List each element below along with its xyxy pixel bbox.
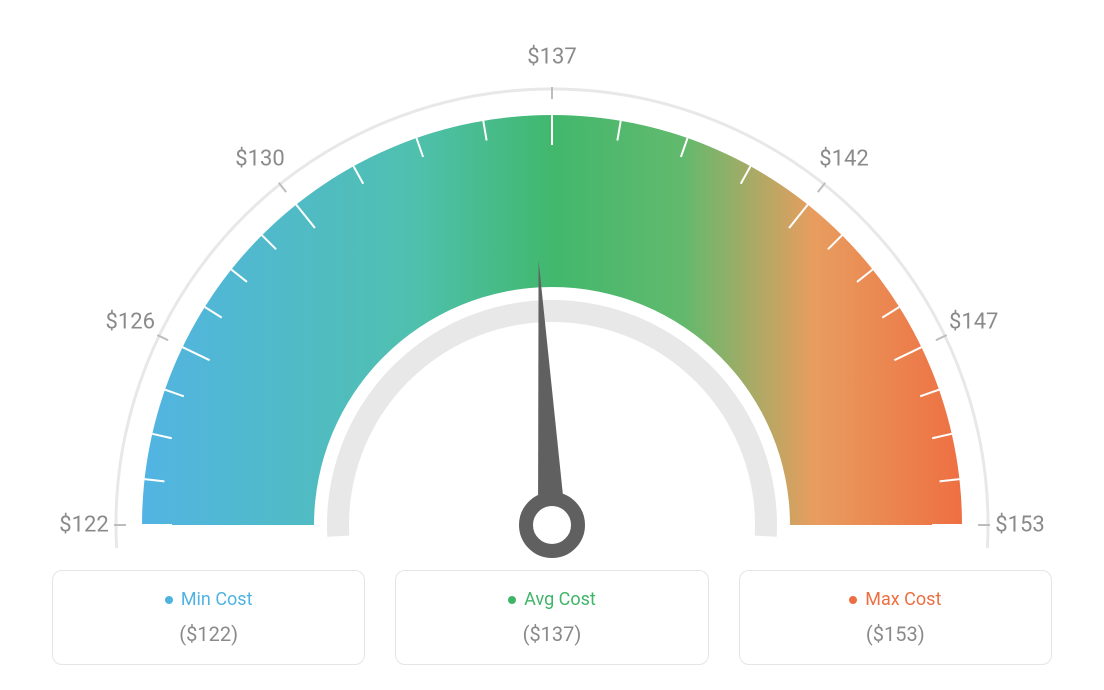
legend-dot-avg <box>508 596 516 604</box>
legend-card-max: Max Cost ($153) <box>739 570 1052 665</box>
legend-dot-max <box>849 596 857 604</box>
legend-title-avg: Avg Cost <box>508 589 596 610</box>
legend-card-avg: Avg Cost ($137) <box>395 570 708 665</box>
legend-row: Min Cost ($122) Avg Cost ($137) Max Cost… <box>52 570 1052 665</box>
gauge-tick-label: $122 <box>59 513 108 538</box>
cost-gauge: $122 $126 $130 $137 $142 $147 $153 <box>52 20 1052 560</box>
legend-label-max: Max Cost <box>865 589 941 610</box>
legend-title-max: Max Cost <box>849 589 941 610</box>
gauge-tick-label: $126 <box>106 310 155 335</box>
legend-value-avg: ($137) <box>523 622 582 646</box>
legend-value-max: ($153) <box>866 622 925 646</box>
legend-value-min: ($122) <box>179 622 238 646</box>
legend-dot-min <box>165 596 173 604</box>
gauge-tick-label: $137 <box>527 45 576 70</box>
gauge-tick-label: $142 <box>819 147 868 172</box>
gauge-tick-label: $153 <box>995 513 1044 538</box>
legend-label-min: Min Cost <box>181 589 253 610</box>
gauge-svg <box>52 20 1052 560</box>
gauge-tick-label: $147 <box>949 310 998 335</box>
legend-card-min: Min Cost ($122) <box>52 570 365 665</box>
legend-title-min: Min Cost <box>165 589 253 610</box>
legend-label-avg: Avg Cost <box>524 589 596 610</box>
gauge-tick-label: $130 <box>235 147 284 172</box>
